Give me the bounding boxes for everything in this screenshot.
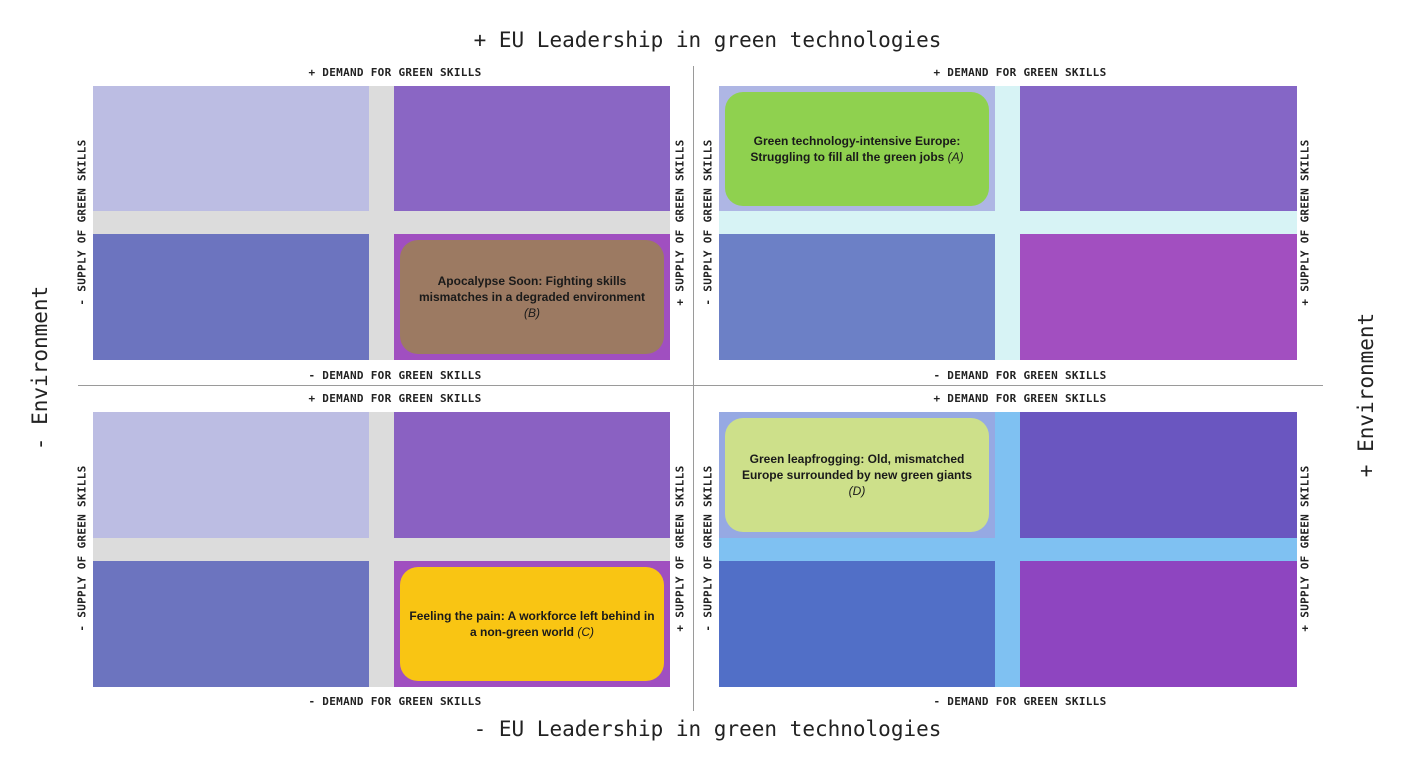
axis-bottom-label: - EU Leadership in green technologies bbox=[473, 717, 942, 741]
cell-bottom-right bbox=[1020, 234, 1297, 360]
label-minus-demand: - DEMAND FOR GREEN SKILLS bbox=[933, 369, 1107, 382]
cell-top-right bbox=[1020, 412, 1297, 538]
label-plus-supply: + SUPPLY OF GREEN SKILLS bbox=[673, 139, 687, 306]
band-horizontal bbox=[93, 211, 670, 234]
label-plus-demand: + DEMAND FOR GREEN SKILLS bbox=[933, 66, 1107, 79]
scenario-b-box: Apocalypse Soon: Fighting skills mismatc… bbox=[400, 240, 664, 354]
axis-right-label: + Environment bbox=[1354, 312, 1378, 478]
label-plus-demand: + DEMAND FOR GREEN SKILLS bbox=[933, 392, 1107, 405]
horizontal-divider bbox=[78, 385, 1323, 386]
scenario-c-title: Feeling the pain: A workforce left behin… bbox=[409, 609, 655, 639]
cell-top-right bbox=[1020, 86, 1297, 211]
cell-bottom-left bbox=[719, 234, 995, 360]
scenario-b-code: (B) bbox=[524, 306, 540, 320]
band-horizontal bbox=[93, 538, 670, 561]
band-horizontal bbox=[719, 211, 1297, 234]
cell-bottom-left bbox=[93, 234, 369, 360]
cell-bottom-left bbox=[93, 561, 369, 687]
label-minus-demand: - DEMAND FOR GREEN SKILLS bbox=[308, 369, 482, 382]
scenario-b-title: Apocalypse Soon: Fighting skills mismatc… bbox=[418, 274, 646, 304]
label-plus-demand: + DEMAND FOR GREEN SKILLS bbox=[308, 392, 482, 405]
cell-top-left bbox=[93, 86, 369, 211]
scenario-c-code: (C) bbox=[577, 625, 595, 639]
cell-top-right bbox=[394, 412, 670, 538]
cell-top-left bbox=[93, 412, 369, 538]
scenario-c-box: Feeling the pain: A workforce left behin… bbox=[400, 567, 664, 681]
label-minus-supply: - SUPPLY OF GREEN SKILLS bbox=[701, 139, 715, 306]
cell-bottom-left bbox=[719, 561, 995, 687]
label-plus-supply: + SUPPLY OF GREEN SKILLS bbox=[673, 465, 687, 632]
label-minus-supply: - SUPPLY OF GREEN SKILLS bbox=[75, 465, 89, 632]
label-plus-supply: + SUPPLY OF GREEN SKILLS bbox=[1298, 465, 1312, 632]
label-plus-demand: + DEMAND FOR GREEN SKILLS bbox=[308, 66, 482, 79]
cell-top-right bbox=[394, 86, 670, 211]
band-horizontal bbox=[719, 538, 1297, 561]
scenario-a-code: (A) bbox=[947, 150, 964, 164]
scenario-a-box: Green technology-intensive Europe: Strug… bbox=[725, 92, 989, 206]
scenario-d-box: Green leapfrogging: Old, mismatched Euro… bbox=[725, 418, 989, 532]
label-minus-demand: - DEMAND FOR GREEN SKILLS bbox=[308, 695, 482, 708]
vertical-divider bbox=[693, 66, 694, 711]
cell-bottom-right bbox=[1020, 561, 1297, 687]
scenario-a-title: Green technology-intensive Europe: Strug… bbox=[750, 134, 964, 164]
axis-left-label: - Environment bbox=[28, 285, 52, 451]
scenario-d-code: (D) bbox=[848, 484, 866, 498]
label-minus-demand: - DEMAND FOR GREEN SKILLS bbox=[933, 695, 1107, 708]
label-plus-supply: + SUPPLY OF GREEN SKILLS bbox=[1298, 139, 1312, 306]
axis-top-label: + EU Leadership in green technologies bbox=[473, 28, 942, 52]
label-minus-supply: - SUPPLY OF GREEN SKILLS bbox=[75, 139, 89, 306]
label-minus-supply: - SUPPLY OF GREEN SKILLS bbox=[701, 465, 715, 632]
scenario-d-title: Green leapfrogging: Old, mismatched Euro… bbox=[741, 452, 973, 482]
